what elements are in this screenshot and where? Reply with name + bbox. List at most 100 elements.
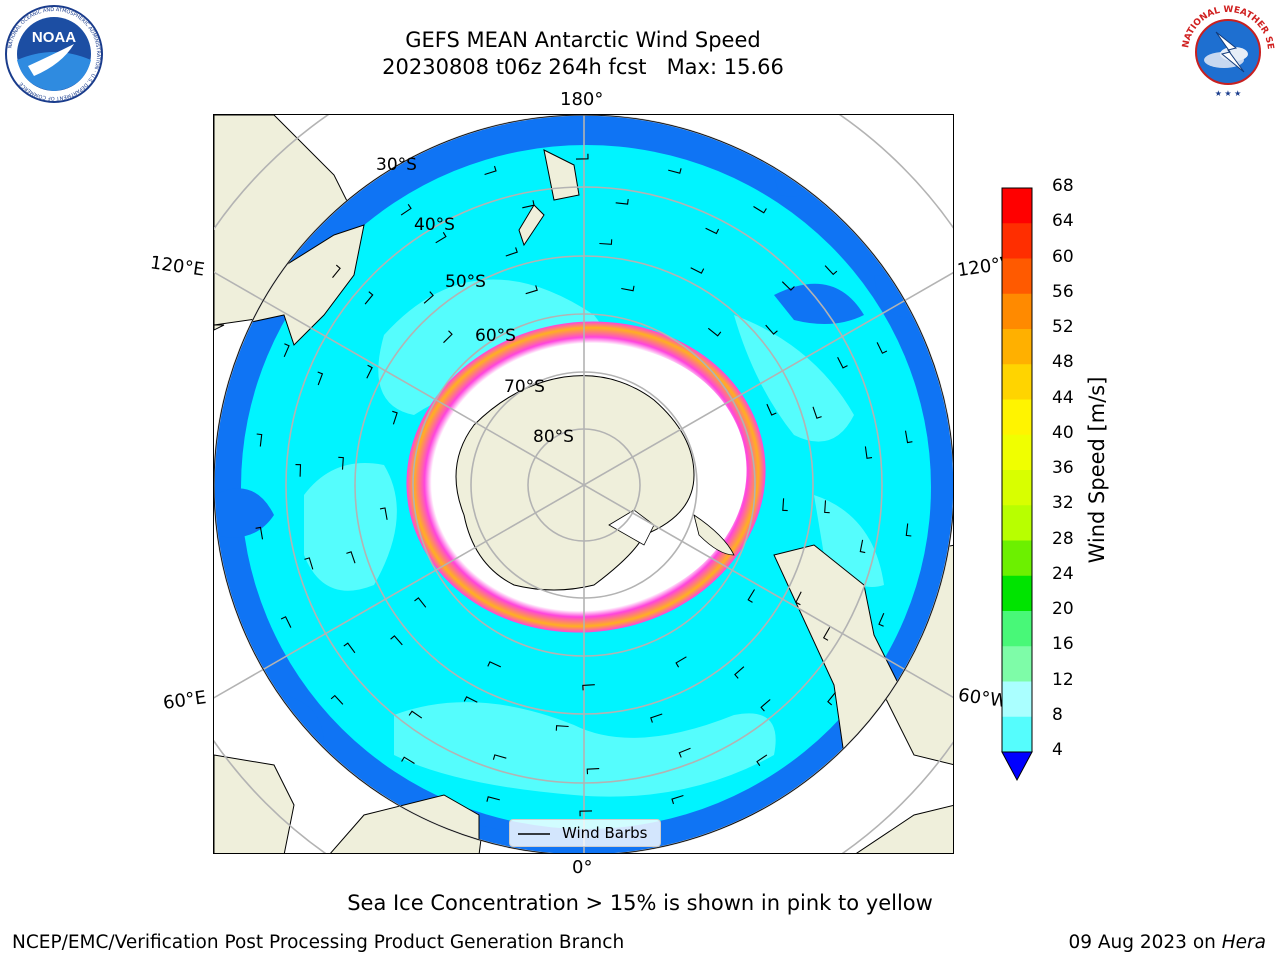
footer-date-text: 09 Aug 2023 on — [1068, 932, 1222, 953]
lon-label-180: 180° — [560, 89, 604, 110]
lat-label-60s: 60°S — [475, 326, 516, 346]
map-canvas[interactable]: 30°S 40°S 50°S 60°S 70°S 80°S — [214, 115, 954, 854]
colorbar-tick-label: 8 — [1052, 704, 1063, 725]
wind-barb — [390, 635, 403, 646]
colorbar-segment — [1002, 540, 1032, 577]
wind-barb — [400, 203, 412, 216]
colorbar-tick-label: 44 — [1052, 387, 1074, 408]
wind-barb — [484, 165, 497, 176]
wind-barb — [486, 796, 500, 802]
wind-barb — [671, 794, 684, 805]
colorbar-tick-label: 12 — [1052, 669, 1074, 690]
wind-barb — [575, 153, 589, 160]
lon-label-60e: 60°E — [161, 687, 208, 714]
colorbar-segment — [1002, 258, 1032, 295]
wind-barb — [505, 247, 518, 257]
colorbar-segment — [1002, 364, 1032, 400]
colorbar-tick-label: 28 — [1052, 528, 1074, 549]
wind-barb — [280, 616, 292, 628]
wind-barb — [668, 168, 682, 174]
footer-branch: NCEP/EMC/Verification Post Processing Pr… — [12, 932, 625, 953]
colorbar-tick-label: 56 — [1052, 281, 1074, 302]
antarctic-peninsula — [693, 514, 735, 556]
wind-barb — [525, 285, 538, 295]
wind-barb — [346, 551, 356, 564]
wind-barb — [304, 557, 314, 570]
wind-barb — [705, 227, 720, 235]
wind-barb — [379, 507, 388, 520]
wind-barb — [765, 324, 778, 335]
wind-barb — [615, 199, 629, 205]
wind-barb — [678, 747, 691, 758]
colorbar-tick-label: 60 — [1052, 246, 1074, 267]
wind-barb — [414, 597, 427, 608]
lat-label-70s: 70°S — [504, 377, 545, 397]
map-panel[interactable]: 30°S 40°S 50°S 60°S 70°S 80°S Wind Barbs — [213, 114, 954, 854]
colorbar-tick-label: 32 — [1052, 493, 1074, 514]
svg-text:NOAA: NOAA — [32, 29, 76, 46]
colorbar-extend-arrow — [1001, 751, 1033, 782]
lat-label-40s: 40°S — [414, 215, 455, 235]
wind-barb — [408, 710, 423, 719]
wind-barb — [822, 627, 831, 641]
colorbar-segment — [1002, 434, 1032, 471]
footer-date: 09 Aug 2023 on Hera — [1068, 932, 1266, 953]
wind-barb — [443, 330, 453, 344]
wind-barb — [338, 456, 344, 470]
wind-barb — [317, 371, 324, 386]
graticule — [214, 115, 953, 853]
lon-label-120e: 120°E — [148, 252, 206, 281]
wind-barb — [522, 200, 535, 209]
sea-ice-caption: Sea Ice Concentration > 15% is shown in … — [347, 891, 933, 915]
map-title: GEFS MEAN Antarctic Wind Speed — [405, 28, 761, 52]
wind-barb — [766, 403, 777, 416]
wind-barb — [295, 464, 302, 477]
colorbar-segment — [1002, 646, 1032, 682]
wind-barb — [824, 265, 838, 276]
wind-barb — [824, 500, 830, 514]
colorbar-tick-label: 16 — [1052, 634, 1074, 655]
legend-label: Wind Barbs — [562, 824, 648, 842]
wind-barb — [435, 232, 447, 244]
colorbar-segment — [1002, 329, 1032, 365]
nws-logo: NATIONAL WEATHER SERVICE ★ ★ ★ — [1178, 2, 1276, 100]
colorbar-label: Wind Speed [m/s] — [1085, 376, 1109, 564]
wind-barb — [579, 810, 593, 817]
wind-barb — [876, 342, 888, 354]
wind-barb — [690, 267, 705, 274]
ocean-wind-high-patches — [304, 279, 884, 797]
wind-barb — [904, 430, 913, 444]
colorbar-tick-label: 24 — [1052, 563, 1074, 584]
wind-barb — [781, 281, 795, 291]
wind-barb — [332, 264, 341, 278]
wind-barb — [401, 756, 415, 764]
wind-barb — [330, 694, 344, 705]
colorbar-segment — [1002, 293, 1032, 330]
colorbar-tick-label: 52 — [1052, 317, 1074, 337]
colorbar-tick-label: 68 — [1052, 176, 1074, 196]
colorbar-ticks: 68 64 60 56 52 48 44 40 36 32 28 24 20 16 12 8 4 — [1038, 176, 1098, 776]
lat-label-50s: 50°S — [445, 272, 486, 292]
wind-barb — [837, 356, 848, 369]
wind-barb — [734, 666, 745, 679]
colorbar-segment — [1002, 575, 1032, 612]
map-subtitle: 20230808 t06z 264h fcst Max: 15.66 — [382, 55, 784, 79]
colorbar-segment — [1002, 470, 1032, 506]
wind-barb — [343, 642, 356, 654]
colorbar-segment — [1002, 716, 1032, 753]
wind-barb — [864, 446, 873, 459]
svg-text:★ ★ ★: ★ ★ ★ — [1215, 89, 1242, 98]
colorbar-segment — [1002, 681, 1032, 718]
wind-barb — [905, 523, 912, 537]
wind-barb — [827, 692, 836, 706]
colorbar-segment — [1002, 611, 1032, 647]
wind-barb — [812, 406, 822, 419]
wind-barb — [366, 364, 373, 379]
wind-barb — [487, 661, 502, 668]
wind-barb — [256, 433, 263, 447]
colorbar-tick-label: 48 — [1052, 352, 1074, 373]
wind-barb — [760, 699, 771, 712]
wind-barb — [795, 591, 802, 606]
wind-barb — [859, 539, 866, 554]
noaa-logo: NOAA NATIONAL OCEANIC AND ATMOSPHERIC AD… — [5, 5, 103, 103]
